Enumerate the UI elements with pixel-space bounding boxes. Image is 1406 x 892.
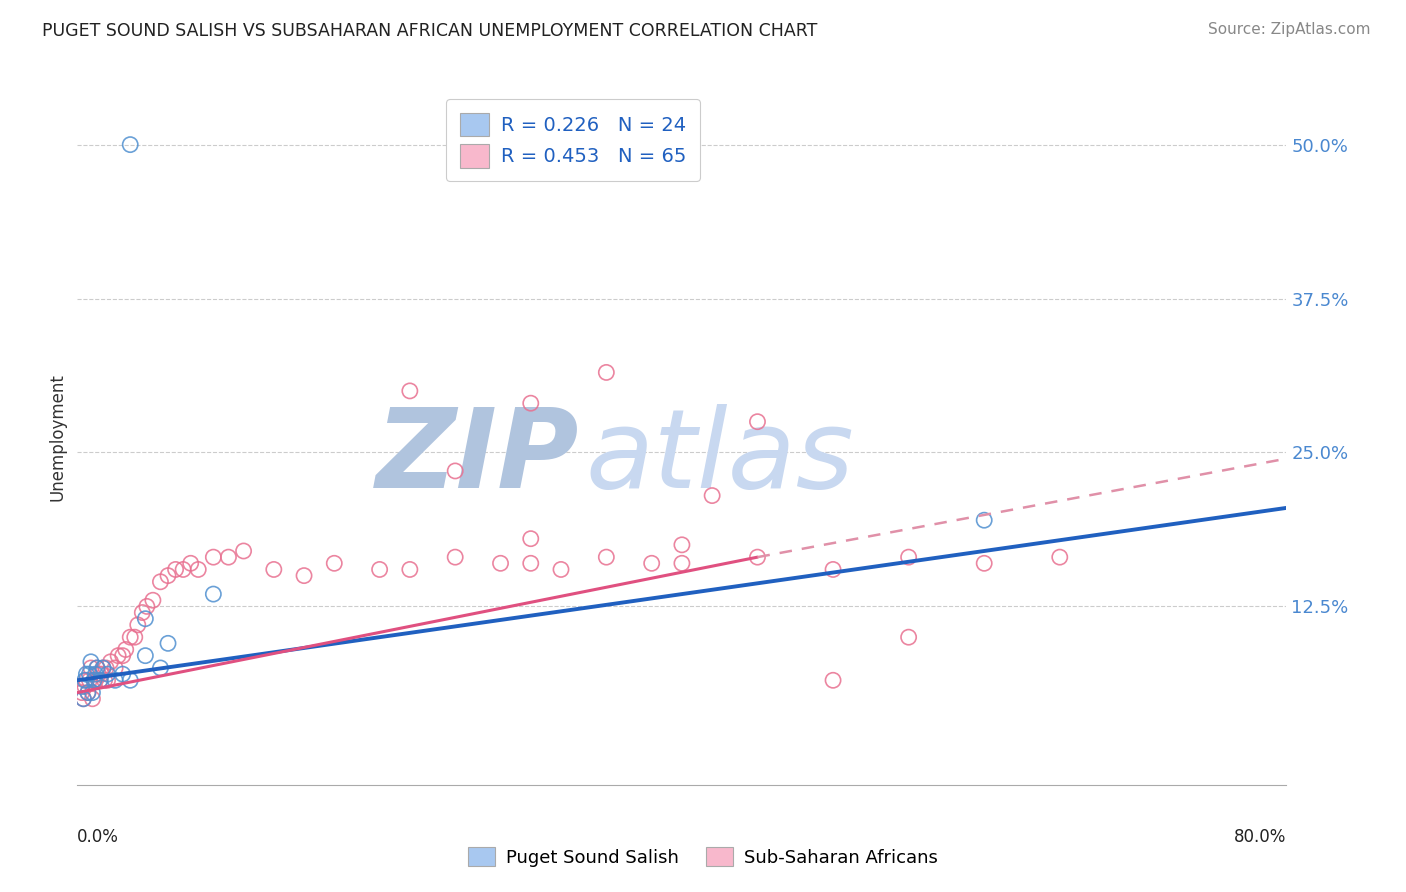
Point [263, 562, 285, 576]
Point [187, 562, 209, 576]
Point [821, 562, 844, 576]
Point [83, 673, 105, 688]
Point [73, 680, 96, 694]
Point [83, 673, 105, 688]
Point [550, 562, 572, 576]
Point [111, 667, 134, 681]
Point [82, 691, 104, 706]
Point [520, 557, 543, 571]
Point [72, 691, 94, 706]
Point [135, 599, 157, 614]
Point [120, 630, 142, 644]
Point [157, 636, 180, 650]
Point [595, 550, 617, 565]
Point [973, 513, 995, 527]
Point [157, 568, 180, 582]
Point [84, 667, 107, 681]
Text: atlas: atlas [585, 404, 853, 511]
Point [70, 685, 93, 699]
Point [134, 648, 156, 663]
Point [489, 557, 512, 571]
Point [79, 673, 101, 688]
Point [671, 557, 693, 571]
Point [149, 661, 172, 675]
Point [114, 642, 136, 657]
Point [79, 667, 101, 681]
Point [80, 661, 103, 675]
Point [292, 568, 315, 582]
Point [86, 661, 108, 675]
Point [399, 384, 422, 398]
Point [142, 593, 165, 607]
Text: Source: ZipAtlas.com: Source: ZipAtlas.com [1208, 22, 1371, 37]
Point [149, 574, 172, 589]
Point [73, 673, 96, 688]
Point [120, 673, 142, 688]
Point [134, 612, 156, 626]
Point [75, 673, 97, 688]
Point [671, 538, 693, 552]
Point [104, 661, 127, 675]
Text: PUGET SOUND SALISH VS SUBSAHARAN AFRICAN UNEMPLOYMENT CORRELATION CHART: PUGET SOUND SALISH VS SUBSAHARAN AFRICAN… [42, 22, 817, 40]
Point [444, 550, 467, 565]
Point [897, 630, 920, 644]
Point [595, 366, 617, 380]
Point [172, 562, 194, 576]
Point [84, 673, 107, 688]
Point [202, 550, 225, 565]
Text: 80.0%: 80.0% [1234, 828, 1286, 846]
Point [232, 544, 254, 558]
Point [973, 557, 995, 571]
Point [444, 464, 467, 478]
Point [368, 562, 391, 576]
Point [124, 630, 146, 644]
Point [86, 661, 108, 675]
Point [91, 661, 114, 675]
Point [82, 685, 104, 699]
Point [323, 557, 346, 571]
Point [87, 667, 110, 681]
Point [94, 661, 117, 675]
Point [100, 655, 122, 669]
Point [120, 137, 142, 152]
Point [520, 532, 543, 546]
Y-axis label: Unemployment: Unemployment [48, 373, 66, 501]
Point [80, 655, 103, 669]
Point [96, 673, 118, 688]
Point [127, 618, 149, 632]
Point [111, 648, 134, 663]
Point [165, 562, 187, 576]
Point [89, 673, 111, 688]
Point [747, 550, 769, 565]
Point [218, 550, 240, 565]
Text: ZIP: ZIP [375, 404, 579, 511]
Legend: Puget Sound Salish, Sub-Saharan Africans: Puget Sound Salish, Sub-Saharan Africans [461, 840, 945, 874]
Point [641, 557, 664, 571]
Point [702, 489, 724, 503]
Point [90, 667, 112, 681]
Point [107, 648, 129, 663]
Point [897, 550, 920, 565]
Point [70, 680, 93, 694]
Point [104, 673, 127, 688]
Point [89, 673, 111, 688]
Point [131, 606, 153, 620]
Point [520, 396, 543, 410]
Point [77, 685, 100, 699]
Point [93, 673, 115, 688]
Point [72, 691, 94, 706]
Point [77, 685, 100, 699]
Point [202, 587, 225, 601]
Point [399, 562, 422, 576]
Point [180, 557, 202, 571]
Point [821, 673, 844, 688]
Legend: R = 0.226   N = 24, R = 0.453   N = 65: R = 0.226 N = 24, R = 0.453 N = 65 [446, 99, 700, 181]
Point [91, 661, 114, 675]
Point [75, 667, 97, 681]
Point [747, 415, 769, 429]
Point [96, 667, 118, 681]
Text: 0.0%: 0.0% [77, 828, 120, 846]
Point [1049, 550, 1071, 565]
